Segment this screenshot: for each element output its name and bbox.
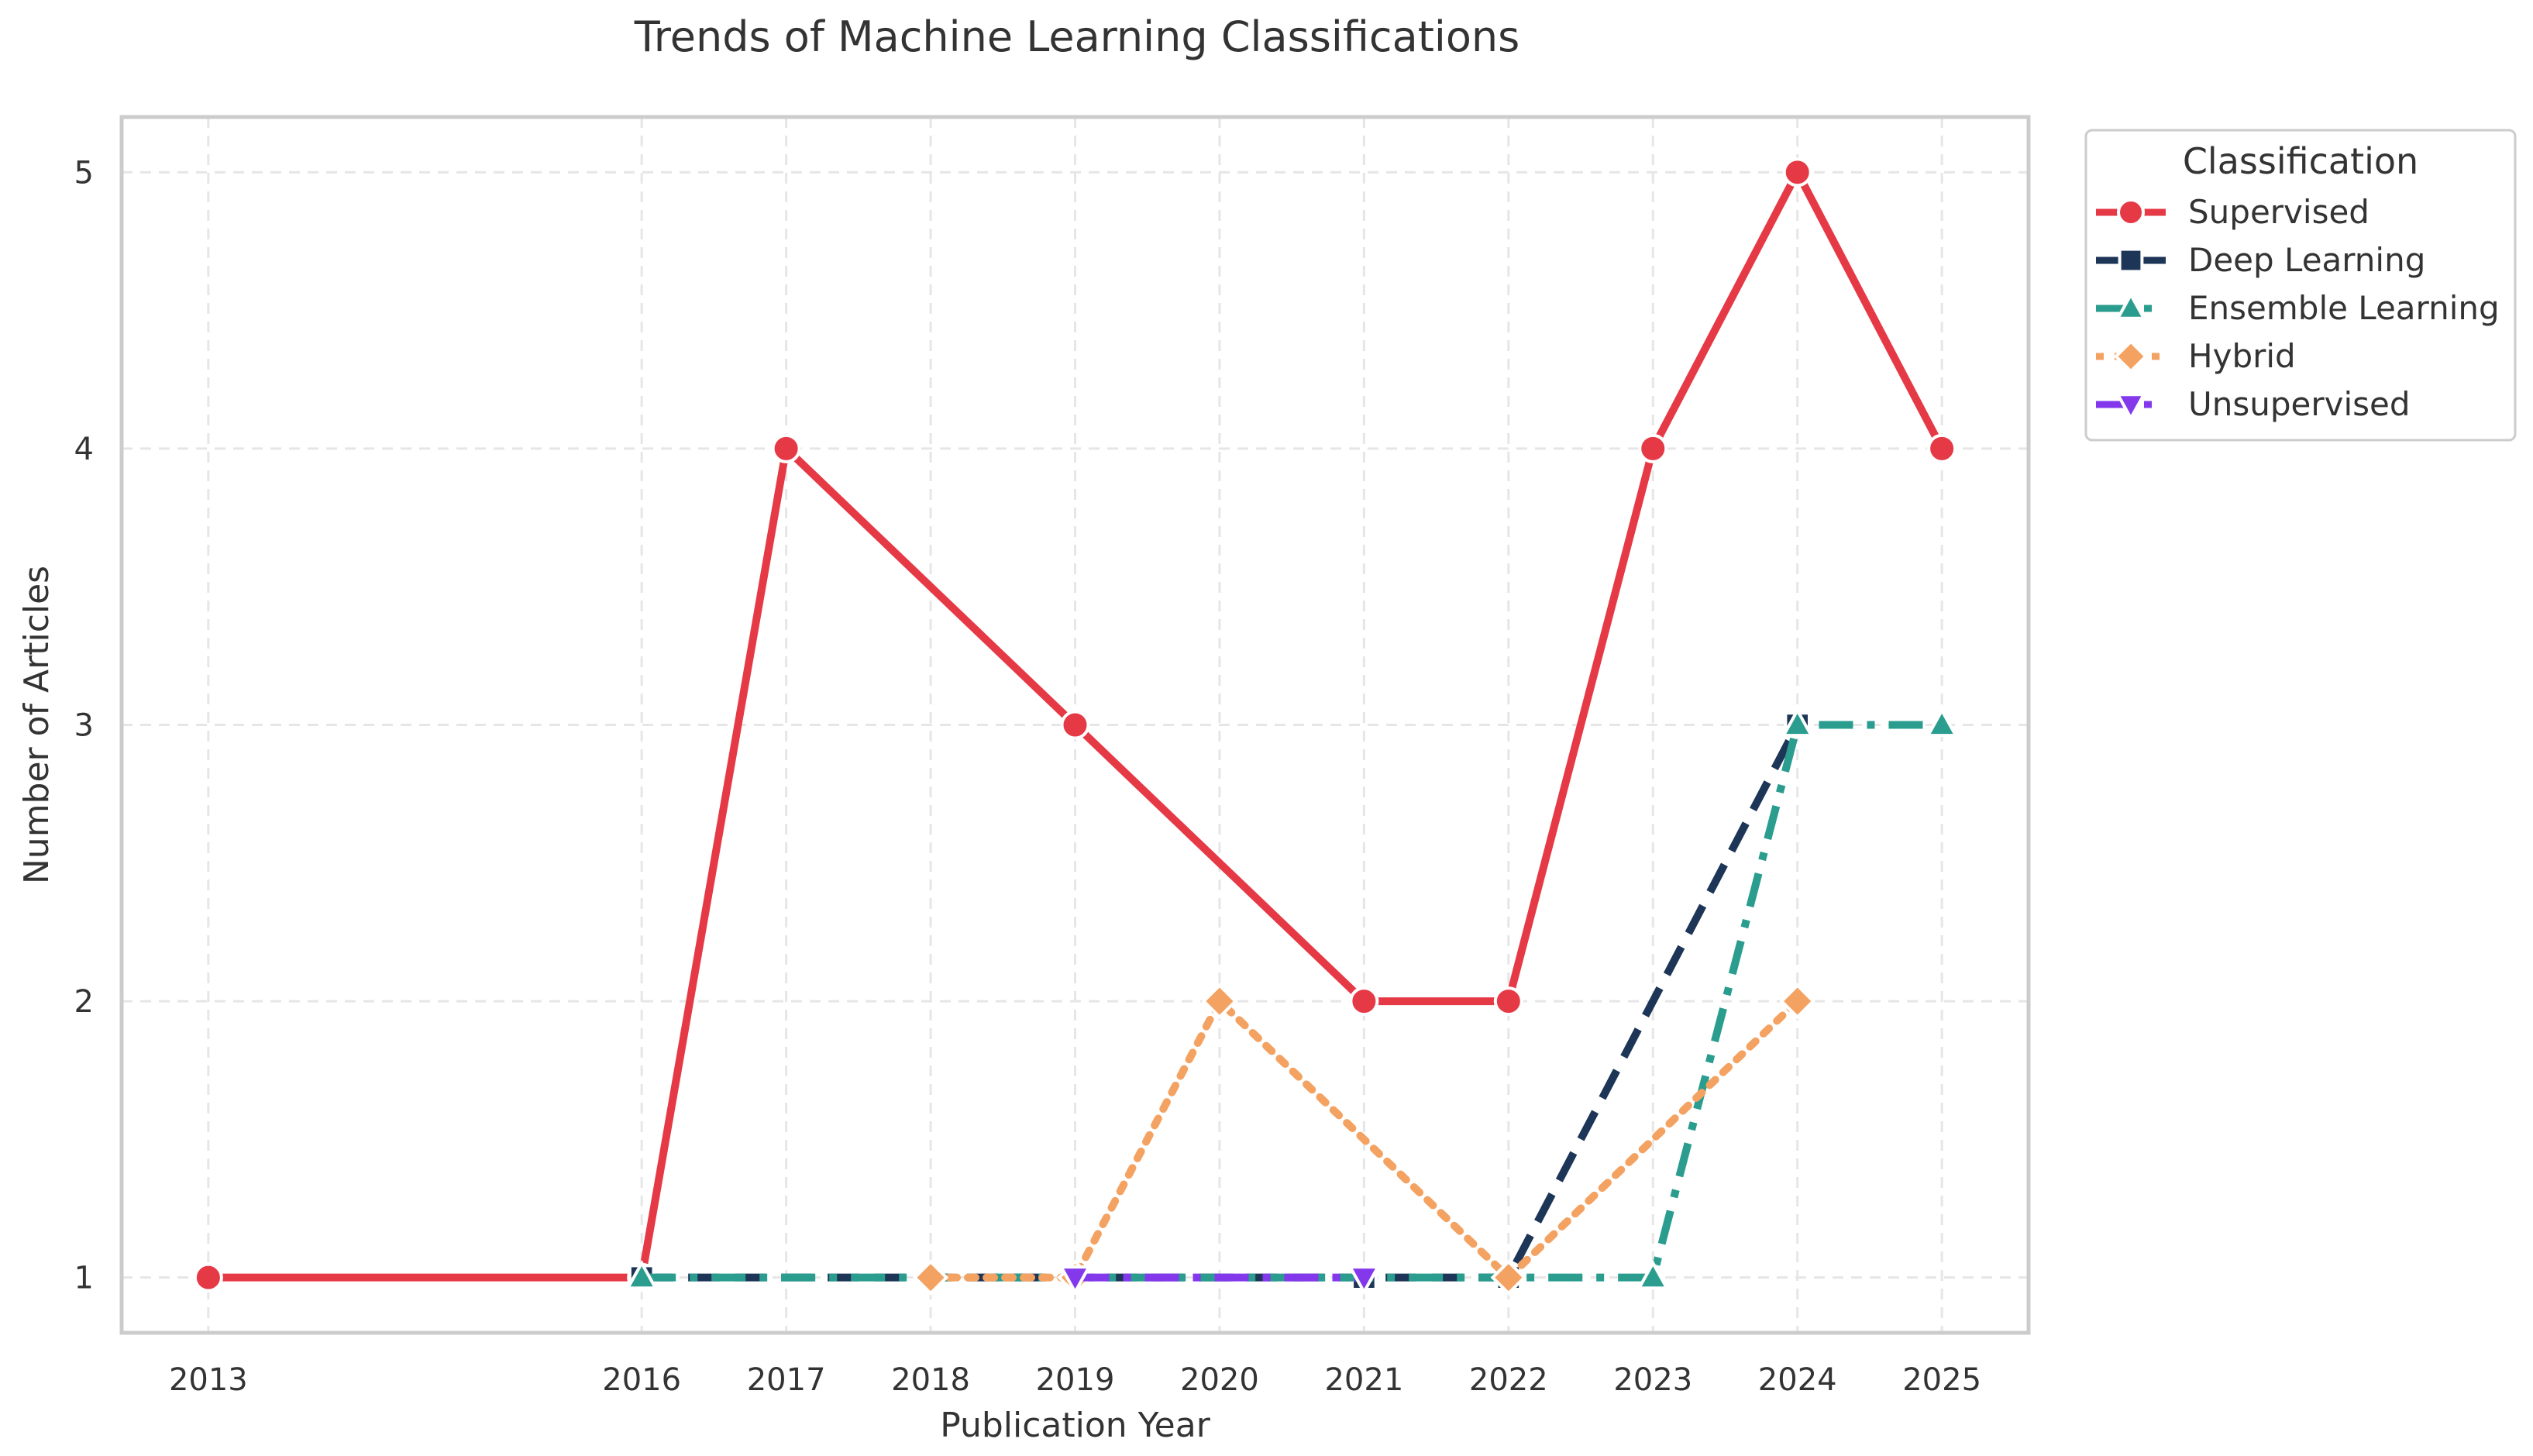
series-layer: [193, 157, 1959, 1296]
x-tick-label: 2023: [1613, 1362, 1692, 1398]
data-point-supervised: [193, 1262, 223, 1293]
legend-item-deep-learning: Deep Learning: [2096, 241, 2425, 279]
data-point-supervised: [1349, 986, 1379, 1017]
data-point-ensemble-learning: [1781, 707, 1814, 738]
legend-item-ensemble-learning: Ensemble Learning: [2096, 289, 2500, 327]
x-tick-label: 2019: [1036, 1362, 1115, 1398]
y-tick-label: 1: [74, 1261, 94, 1296]
legend-label-ensemble-learning: Ensemble Learning: [2188, 289, 2500, 327]
legend-marker-ensemble-learning: [2115, 291, 2147, 320]
legend-label-hybrid: Hybrid: [2188, 337, 2296, 375]
legend-title: Classification: [2183, 140, 2418, 182]
data-point-unsupervised: [1058, 1265, 1092, 1296]
legend-box: [2084, 129, 2517, 442]
legend-marker-deep-learning: [2118, 247, 2144, 274]
x-tick-label: 2021: [1324, 1362, 1403, 1398]
y-tick-label: 4: [74, 432, 94, 467]
legend-item-hybrid: Hybrid: [2096, 337, 2296, 375]
legend-items: Supervised Deep Learning Ensemble Learning…: [2096, 193, 2500, 423]
x-tick-label: 2025: [1902, 1362, 1981, 1398]
grid-lines: [122, 117, 2029, 1333]
legend-marker-unsupervised: [2115, 393, 2147, 422]
data-point-hybrid: [1779, 983, 1815, 1020]
data-point-ensemble-learning: [1925, 707, 1959, 738]
legend-label-unsupervised: Unsupervised: [2188, 385, 2411, 423]
data-point-ensemble-learning: [625, 1259, 659, 1290]
data-point-supervised: [771, 433, 801, 463]
legend-marker-hybrid: [2113, 339, 2149, 374]
y-tick-label: 5: [74, 155, 94, 191]
x-tick-labels: 2013 2016 2017 2018 2019 2020 2021 2022 2023 2024…: [169, 1362, 1981, 1398]
x-tick-label: 2018: [891, 1362, 970, 1398]
legend-item-supervised: Supervised: [2096, 193, 2370, 231]
chart-title: Trends of Machine Learning Classificatio…: [634, 12, 1520, 61]
series-supervised: [193, 157, 1957, 1293]
y-tick-label: 3: [74, 708, 94, 744]
data-point-supervised: [1493, 986, 1523, 1017]
x-axis-label: Publication Year: [940, 1406, 1211, 1445]
series-unsupervised: [1058, 1265, 1381, 1296]
x-tick-label: 2016: [602, 1362, 681, 1398]
data-point-unsupervised: [1347, 1265, 1381, 1296]
data-point-ensemble-learning: [1636, 1259, 1670, 1290]
plot-area: [119, 115, 2031, 1335]
legend-item-unsupervised: Unsupervised: [2096, 385, 2411, 423]
x-tick-label: 2022: [1469, 1362, 1548, 1398]
x-tick-label: 2020: [1180, 1362, 1259, 1398]
x-tick-label: 2024: [1758, 1362, 1837, 1398]
y-axis-label: Number of Articles: [17, 566, 57, 884]
legend: Classification Supervised Deep Learning En…: [2084, 129, 2517, 442]
data-point-supervised: [1060, 710, 1090, 740]
legend-label-supervised: Supervised: [2188, 193, 2370, 231]
y-tick-label: 2: [74, 984, 94, 1020]
data-point-hybrid: [912, 1259, 949, 1296]
legend-marker-supervised: [2117, 198, 2145, 226]
x-tick-label: 2017: [747, 1362, 826, 1398]
data-point-hybrid: [1201, 983, 1238, 1020]
data-point-supervised: [1782, 157, 1812, 188]
data-point-supervised: [1638, 433, 1668, 463]
x-tick-label: 2013: [169, 1362, 248, 1398]
data-point-supervised: [1927, 433, 1957, 463]
y-tick-labels: 1 2 3 4 5: [74, 155, 94, 1296]
data-point-hybrid: [1490, 1259, 1527, 1296]
legend-label-deep-learning: Deep Learning: [2188, 241, 2425, 279]
